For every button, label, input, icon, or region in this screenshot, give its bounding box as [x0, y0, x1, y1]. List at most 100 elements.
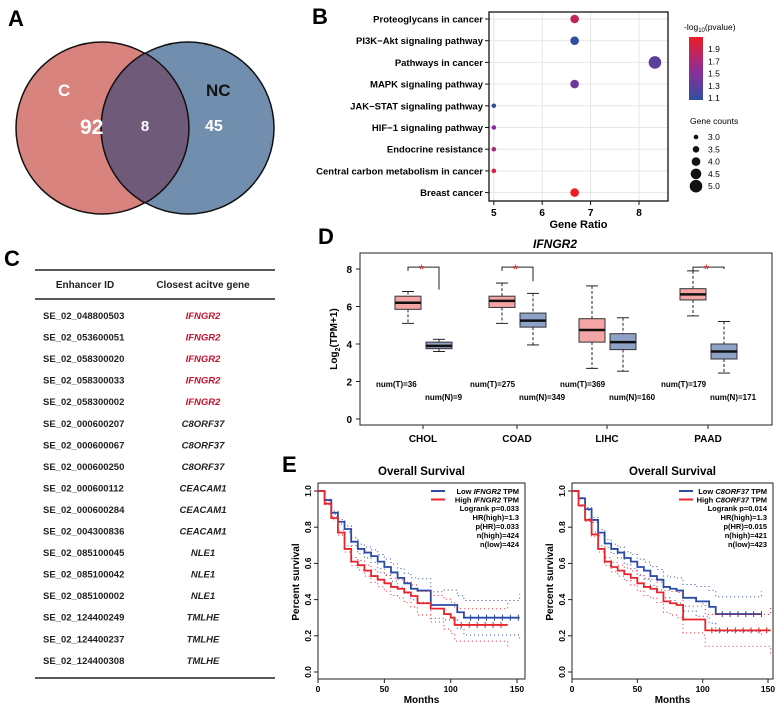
y-axis-label-part: 2: [335, 347, 342, 351]
table-header-enhancer-id: Enhancer ID: [56, 280, 114, 291]
y-tick-label: 0.2: [303, 630, 313, 642]
category-label: JAK−STAT signaling pathway: [350, 101, 484, 112]
legend-entry-part: Low: [698, 487, 715, 496]
x-tick-label: 50: [380, 684, 390, 694]
x-tick-label: COAD: [502, 434, 531, 445]
survival-plot: Overall Survival 0 50 100 150 0.0 0.2 0.4 0.6 0.8…: [545, 466, 775, 706]
legend-entry-part: IFNGR2: [474, 496, 502, 505]
y-tick-label: 0.4: [557, 593, 567, 605]
x-tick-label: 100: [444, 684, 458, 694]
y-tick-label: 0: [346, 415, 352, 426]
venn-overlap: [100, 52, 190, 204]
x-tick-label: 0: [316, 684, 321, 694]
x-tick-label: 7: [588, 208, 594, 219]
gene-cell: CEACAM1: [180, 527, 227, 538]
normal-box: [609, 317, 637, 372]
enhancer-id-cell: SE_02_000600284: [43, 505, 125, 516]
legend-entry-part: C8ORF37: [715, 487, 750, 496]
size-legend-dot: [693, 134, 699, 140]
enrichment-dot-plot: 5 6 7 8 Proteoglycans in cancer PI3K−Akt sign…: [316, 11, 738, 231]
table-header-closest-gene: Closest acitve gene: [156, 280, 250, 291]
legend-entry: Low C8ORF37 TPM: [698, 487, 767, 496]
data-dot: [570, 14, 579, 24]
y-tick-label: 1.0: [303, 485, 313, 497]
survival-stat: p(HR)=0.033: [475, 522, 519, 531]
bracket-line: [692, 266, 725, 271]
data-dot: [570, 188, 579, 197]
color-legend-tick: 1.9: [708, 44, 720, 54]
legend-entry-part: TPM: [749, 496, 767, 505]
table-row: SE_02_000600250 C8ORF37: [43, 462, 225, 473]
enhancer-id-cell: SE_02_124400308: [43, 656, 124, 667]
enhancer-id-cell: SE_02_000600207: [43, 419, 124, 430]
x-tick-label: CHOL: [409, 434, 437, 445]
boxplot-title: IFNGR2: [533, 237, 577, 251]
size-legend-tick: 3.5: [708, 144, 720, 154]
gene-cell: CEACAM1: [180, 505, 227, 516]
size-legend-tick: 4.0: [708, 157, 720, 167]
enhancer-table: Enhancer ID Closest acitve gene SE_02_0488…: [35, 269, 275, 679]
y-axis-label-part: Log: [329, 351, 340, 369]
survival-title: Overall Survival: [629, 466, 716, 478]
y-tick-label: 2: [346, 378, 352, 389]
plot-border: [317, 482, 526, 680]
enhancer-id-cell: SE_02_048800503: [43, 311, 124, 322]
normal-box: [425, 338, 453, 352]
color-legend-title-part: (pvalue): [705, 22, 736, 32]
venn-label-c: C: [58, 81, 70, 100]
plot-border: [488, 11, 669, 202]
bracket-line: [407, 266, 440, 290]
survival-stat: HR(high)=1.3: [473, 513, 519, 522]
table-row: SE_02_058300002 IFNGR2: [43, 397, 221, 408]
category-label: Endocrine resistance: [387, 145, 483, 156]
size-legend-dot: [691, 157, 701, 166]
gene-cell: NLE1: [191, 570, 215, 581]
table-row: SE_02_000600284 CEACAM1: [43, 505, 226, 516]
survival-curve: [318, 490, 508, 626]
table-row: SE_02_124400308 TMLHE: [43, 656, 220, 667]
legend-entry-part: High: [455, 496, 474, 505]
tumor-box: [488, 282, 516, 324]
size-legend-dot: [690, 168, 702, 180]
gene-cell: IFNGR2: [186, 354, 222, 365]
plot-border: [571, 482, 774, 680]
y-axis-label-part: (TPM+1): [329, 308, 340, 347]
gene-cell: NLE1: [191, 548, 215, 559]
y-tick-label: 0.4: [303, 593, 313, 605]
enhancer-id-cell: SE_02_085100042: [43, 570, 124, 581]
significance-bracket: *: [501, 261, 534, 282]
survival-stat: n(low)=423: [728, 540, 767, 549]
panel-label-a: A: [8, 6, 24, 31]
data-dot: [491, 103, 497, 109]
expression-boxplot: IFNGR2 0 2 4 6 8 CHOL COAD LIHC PAAD num(T)=36 num(…: [346, 237, 773, 445]
category-label: PI3K−Akt signaling pathway: [356, 36, 484, 47]
normal-box: [519, 292, 547, 346]
y-axis-label: Log2(TPM+1): [329, 308, 342, 369]
survival-stat: p(HR)=0.015: [723, 522, 767, 531]
color-legend-title: -log10(pvalue): [684, 22, 736, 34]
category-label: Breast cancer: [420, 188, 483, 199]
survival-curve: [572, 490, 771, 632]
enhancer-id-cell: SE_02_053600051: [43, 333, 125, 344]
size-legend-dot: [689, 179, 703, 193]
venn-count-nc: 45: [205, 118, 223, 135]
tumor-box: [578, 285, 606, 369]
color-legend-bar: [689, 37, 703, 100]
sample-count-label: num(N)=9: [425, 393, 463, 402]
survival-stat: Logrank p=0.014: [708, 504, 768, 513]
data-dot: [491, 168, 497, 174]
table-row: SE_02_124400249 TMLHE: [43, 613, 220, 624]
enhancer-id-cell: SE_02_000600250: [43, 462, 124, 473]
enhancer-id-cell: SE_02_000600067: [43, 440, 124, 451]
y-tick-label: 0.2: [557, 630, 567, 642]
survival-title: Overall Survival: [378, 466, 465, 478]
y-tick-label: 0.8: [557, 521, 567, 533]
category-label: HIF−1 signaling pathway: [372, 123, 484, 134]
x-axis-label: Months: [655, 695, 691, 706]
enhancer-id-cell: SE_02_004300836: [43, 527, 124, 538]
survival-stat: HR(high)=1.3: [721, 513, 767, 522]
gene-cell: NLE1: [191, 591, 215, 602]
y-tick-label: 0.8: [303, 521, 313, 533]
x-tick-label: LIHC: [595, 434, 618, 445]
survival-curve: [572, 490, 762, 615]
